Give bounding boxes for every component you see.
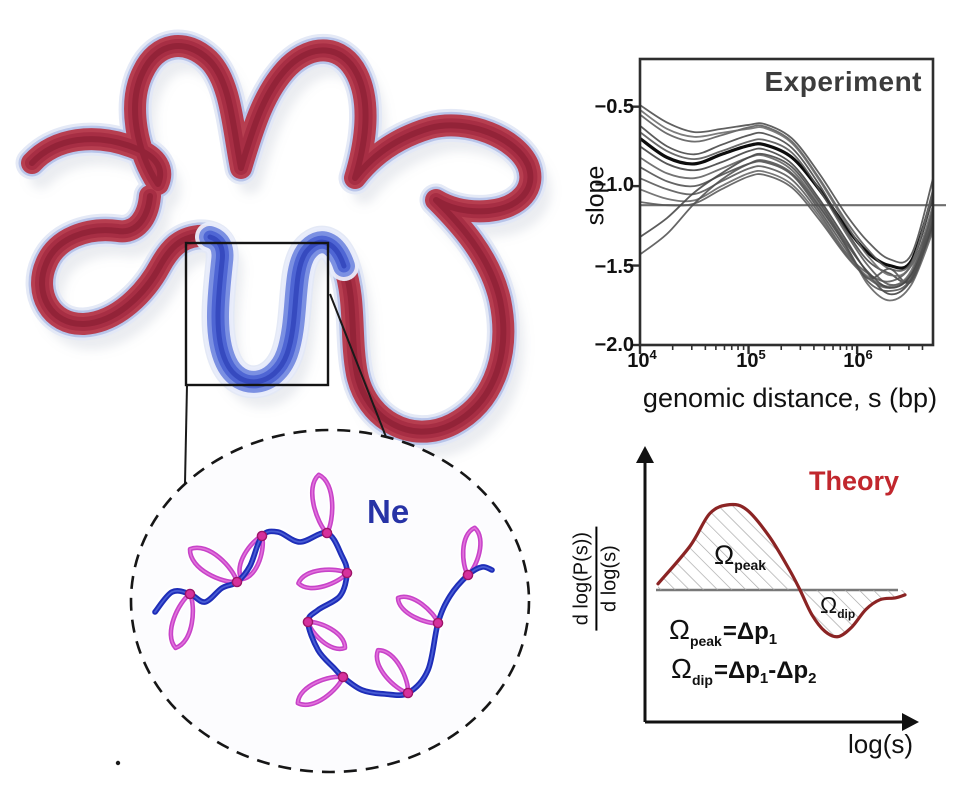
callout-line-left xyxy=(184,384,188,484)
plot-frame xyxy=(638,57,935,347)
experiment-curves xyxy=(640,104,933,302)
equation-peak: Ωpeak=Δp1 xyxy=(669,614,778,649)
loop-anchor-dot xyxy=(321,527,333,539)
theory-curve xyxy=(656,502,907,639)
loop-anchor-dot xyxy=(256,530,268,542)
chromatin-loop-highlight xyxy=(307,621,346,650)
series-dataset-4 xyxy=(640,131,933,286)
series-dataset-10 xyxy=(640,173,933,289)
theory-x-axis-label: log(s) xyxy=(848,729,914,759)
chromatin-loop-highlight xyxy=(462,527,482,576)
series-dataset-6 xyxy=(640,154,933,302)
theory-chart xyxy=(636,446,919,731)
omega-dip-label: Ωdip xyxy=(820,592,856,621)
chromatin-loop-highlight xyxy=(397,596,439,624)
callout-line-right xyxy=(329,293,389,443)
loop-anchor-dot xyxy=(402,687,414,699)
stray-mark xyxy=(115,760,121,766)
omega-peak-area xyxy=(658,504,801,590)
series-dataset-7 xyxy=(640,160,933,285)
x-axis-arrowhead xyxy=(902,713,919,731)
loop-anchor-dot xyxy=(337,671,349,683)
loop-anchor-dot xyxy=(184,588,196,600)
y-tick-label: −0.5 xyxy=(594,96,634,118)
theory-title: Theory xyxy=(808,466,900,496)
chromatin-loop-highlight xyxy=(376,649,409,694)
loop-anchor-dot xyxy=(432,617,444,629)
series-dataset-1 xyxy=(640,104,933,264)
loop-anchor-dot xyxy=(231,576,243,588)
y-tick-label: −1.0 xyxy=(594,174,634,196)
series-dataset-8 xyxy=(640,165,933,283)
series-dataset-13 xyxy=(640,108,933,277)
x-tick-label: 104 xyxy=(627,347,657,372)
loop-anchor-dot xyxy=(341,567,353,579)
experiment-x-axis-label: genomic distance, s (bp) xyxy=(642,383,938,413)
loop-diagram xyxy=(150,470,497,709)
theory-y-axis-label: d log(P(s)) d log(s) xyxy=(570,511,621,647)
y-axis-arrowhead xyxy=(636,446,654,463)
equation-dip: Ωdip=Δp1-Δp2 xyxy=(671,653,817,688)
loop-anchor-dot xyxy=(302,616,314,628)
chromatin-backbone-highlight xyxy=(154,530,493,697)
series-dataset-12 xyxy=(640,159,933,292)
y-tick-label: −2.0 xyxy=(594,334,634,356)
omega-peak-label: Ωpeak xyxy=(714,540,767,573)
experiment-chart xyxy=(631,57,946,354)
experiment-title: Experiment xyxy=(764,66,922,97)
series-dataset-5 xyxy=(640,145,933,296)
series-mean xyxy=(640,136,933,270)
series-dataset-9 xyxy=(640,169,933,288)
entanglement-length-label: Ne xyxy=(367,493,410,530)
chromatin-loop-highlight xyxy=(297,675,344,706)
chromatin-loop-highlight xyxy=(297,568,348,589)
series-dataset-11 xyxy=(640,152,933,289)
chromatin-loop-highlight xyxy=(311,474,333,534)
series-dataset-3 xyxy=(640,124,933,284)
x-tick-label: 106 xyxy=(843,347,873,372)
chromatin-loop-highlight xyxy=(170,593,194,649)
loop-anchor-dot xyxy=(462,569,474,581)
omega-dip-area xyxy=(800,590,905,637)
x-tick-label: 105 xyxy=(736,347,766,372)
zoom-box xyxy=(184,241,330,387)
y-tick-label: −1.5 xyxy=(594,256,634,278)
chromatin-loop-highlight xyxy=(189,547,238,583)
